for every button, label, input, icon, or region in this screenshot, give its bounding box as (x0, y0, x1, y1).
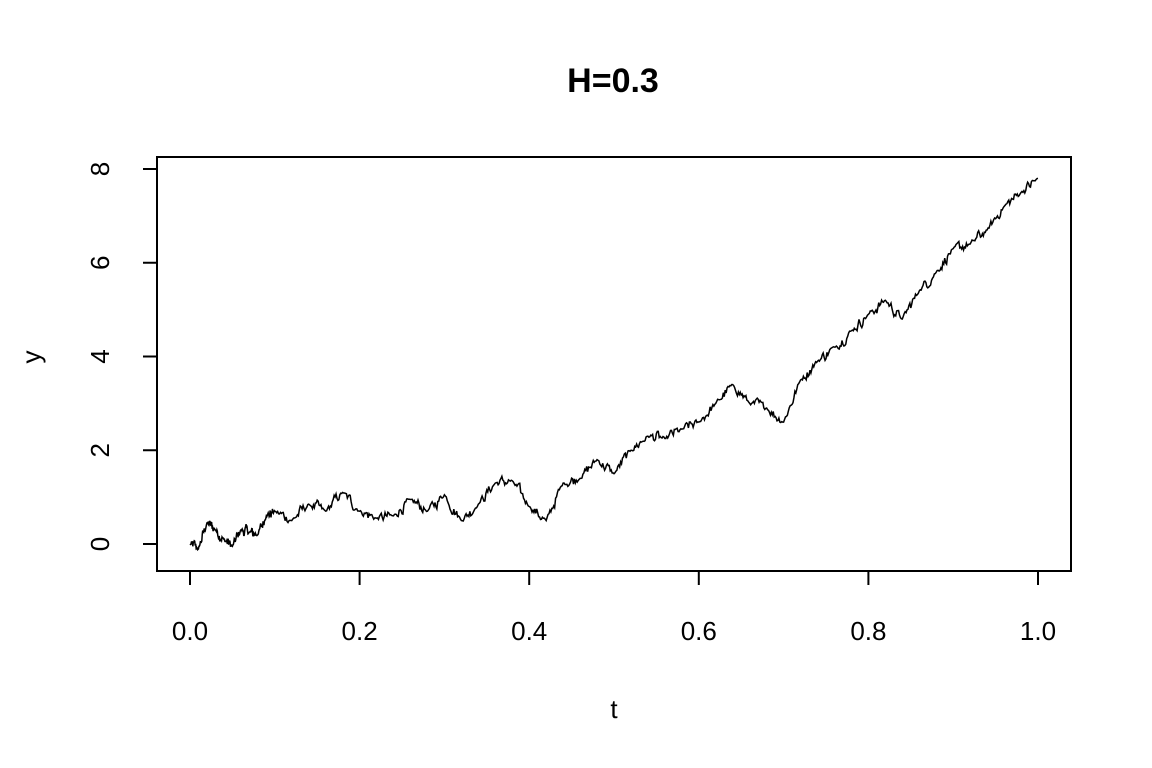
y-tick-label: 2 (85, 443, 115, 457)
x-axis: 0.0 0.2 0.4 0.6 0.8 1.0 (172, 570, 1056, 646)
x-tick-label: 0.6 (681, 616, 717, 646)
y-tick-label: 0 (85, 537, 115, 551)
x-axis-label: t (610, 694, 618, 724)
y-axis: 0 2 4 6 8 (85, 162, 158, 551)
series-line (189, 177, 1039, 552)
x-tick-label: 0.0 (172, 616, 208, 646)
x-tick-label: 0.4 (511, 616, 547, 646)
y-axis-label: y (16, 351, 46, 364)
x-tick-label: 1.0 (1020, 616, 1056, 646)
plot-frame (156, 156, 1072, 572)
x-tick-label: 0.2 (342, 616, 378, 646)
y-tick-label: 4 (85, 349, 115, 363)
chart-title: H=0.3 (567, 62, 659, 100)
y-tick-label: 6 (85, 256, 115, 270)
y-tick-label: 8 (85, 162, 115, 176)
x-tick-label: 0.8 (850, 616, 886, 646)
